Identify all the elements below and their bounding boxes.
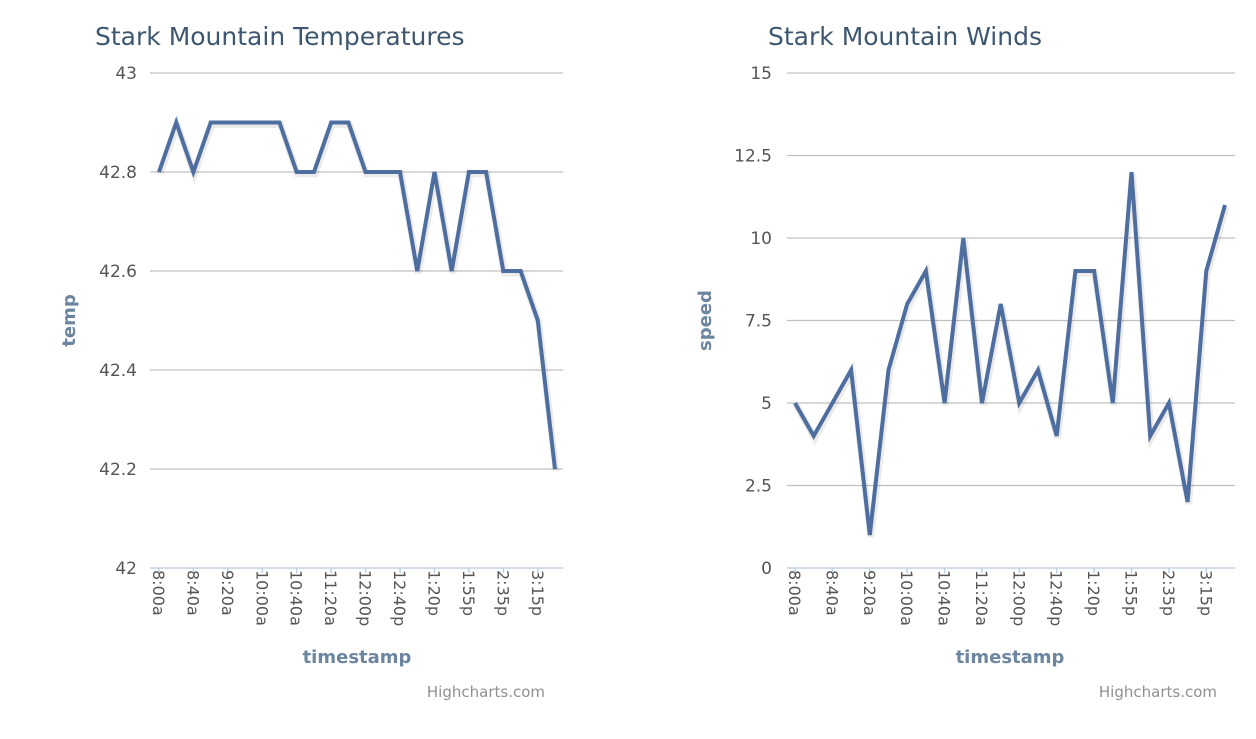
y-tick-label: 15 (750, 64, 772, 84)
x-tick-label: 3:15p (1196, 570, 1215, 616)
y-axis-title: speed (695, 290, 716, 351)
y-tick-label: 5 (761, 394, 772, 414)
x-tick-label: 1:20p (424, 570, 443, 616)
x-axis-title: timestamp (303, 647, 412, 668)
y-tick-label: 7.5 (745, 312, 772, 332)
y-tick-label: 2.5 (745, 477, 772, 497)
x-tick-label: 12:40p (390, 570, 409, 626)
x-tick-label: 3:15p (528, 570, 547, 616)
y-tick-label: 42.8 (99, 163, 137, 183)
x-tick-label: 8:40a (822, 570, 841, 616)
credits-link[interactable]: Highcharts.com (1099, 683, 1217, 701)
x-tick-label: 12:40p (1047, 570, 1066, 626)
y-tick-label: 12.5 (734, 147, 772, 167)
x-tick-label: 12:00p (1009, 570, 1028, 626)
x-tick-label: 11:20a (972, 570, 991, 626)
x-tick-label: 9:20a (860, 570, 879, 616)
x-tick-label: 10:00a (252, 570, 271, 626)
x-tick-label: 1:55p (459, 570, 478, 616)
chart-winds: Stark Mountain Winds 0 2.5 5 7.5 10 12.5 15 8:00… (695, 22, 1235, 701)
y-tick-label: 42.4 (99, 361, 137, 381)
y-tick-label: 43 (115, 64, 137, 84)
y-axis-title: temp (59, 294, 80, 347)
x-tick-label: 8:40a (183, 570, 202, 616)
y-tick-label: 42 (115, 559, 137, 579)
credits-link[interactable]: Highcharts.com (427, 683, 545, 701)
x-tick-label: 2:35p (493, 570, 512, 616)
x-tick-label: 12:00p (356, 570, 375, 626)
chart-title: Stark Mountain Winds (768, 22, 1042, 51)
x-tick-label: 10:00a (897, 570, 916, 626)
y-tick-label: 42.2 (99, 460, 137, 480)
chart-temperatures: Stark Mountain Temperatures 42 42.2 42.4 42.… (59, 22, 563, 701)
x-tick-label: 2:35p (1159, 570, 1178, 616)
y-tick-label: 0 (761, 559, 772, 579)
series-line-speed (793, 171, 1227, 536)
x-tick-label: 10:40a (935, 570, 954, 626)
x-tick-label: 8:00a (785, 570, 804, 616)
x-tick-label: 1:20p (1084, 570, 1103, 616)
y-tick-label: 10 (750, 229, 772, 249)
x-tick-label: 10:40a (287, 570, 306, 626)
series-shadow (156, 113, 560, 472)
x-tick-label: 8:00a (149, 570, 168, 616)
x-tick-label: 1:55p (1122, 570, 1141, 616)
chart-title: Stark Mountain Temperatures (95, 22, 465, 51)
y-tick-label: 42.6 (99, 262, 137, 282)
x-tick-label: 11:20a (321, 570, 340, 626)
series-line-temp (157, 116, 557, 470)
x-tick-label: 9:20a (218, 570, 237, 616)
x-axis-title: timestamp (956, 647, 1065, 668)
